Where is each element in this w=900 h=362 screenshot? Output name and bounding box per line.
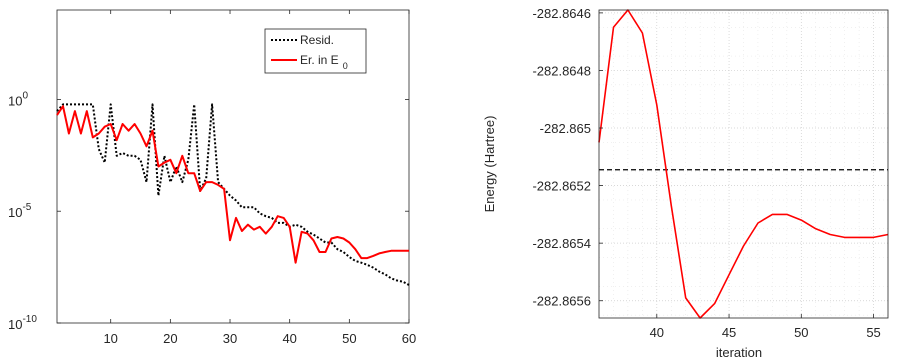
x-tick-label: 40 xyxy=(650,325,664,340)
y-tick-label: -282.8646 xyxy=(532,6,591,21)
energy-x-axis: 40 45 50 55 xyxy=(650,314,881,340)
y-tick-label-exp: 0 xyxy=(22,90,28,101)
x-tick-label: 30 xyxy=(223,331,237,346)
energy-series-line xyxy=(598,9,889,319)
x-tick-label: 20 xyxy=(163,331,177,346)
x-tick-label: 60 xyxy=(402,331,416,346)
y-tick-label: -282.8652 xyxy=(532,179,591,194)
x-tick-label: 10 xyxy=(103,331,117,346)
legend-label-er: Er. in E 0 xyxy=(300,53,348,71)
y-tick-label: -282.8648 xyxy=(532,63,591,78)
energy-plot-frame xyxy=(598,9,889,319)
y-tick-label: -282.8654 xyxy=(532,236,591,251)
legend: Resid. Er. in E 0 xyxy=(264,28,367,74)
energy-x-axis-label: iteration xyxy=(716,345,762,360)
y-tick-label: -282.865 xyxy=(540,121,591,136)
energy-y-axis-label: Energy (Hartree) xyxy=(482,116,497,213)
x-tick-label: 55 xyxy=(866,325,880,340)
energy-error-series-line xyxy=(56,105,409,264)
energy-series xyxy=(598,9,889,319)
legend-label-resid: Resid. xyxy=(300,33,334,47)
y-tick-label: -282.8656 xyxy=(532,294,591,309)
y-tick-label: 10-10 xyxy=(8,314,37,332)
resid-series-line xyxy=(56,103,410,286)
y-tick-label-exp: -5 xyxy=(22,202,31,213)
convergence-series xyxy=(56,103,410,286)
x-tick-label: 50 xyxy=(794,325,808,340)
convergence-x-axis: 10 20 30 40 50 60 xyxy=(103,10,416,346)
energy-chart: 40 45 50 55 -282.8656-282.8654-282.8652-282… xyxy=(482,6,889,360)
y-tick-label-base: 10 xyxy=(8,205,22,220)
legend-label-er-sub: 0 xyxy=(343,61,348,71)
y-tick-label-base: 10 xyxy=(8,317,22,332)
y-tick-label: 10-5 xyxy=(8,202,32,220)
y-tick-label-base: 10 xyxy=(8,93,22,108)
x-tick-label: 45 xyxy=(722,325,736,340)
y-tick-label: 100 xyxy=(8,90,28,108)
energy-y-axis: -282.8656 -282.8654 -282.8652 -282.865 -282.… xyxy=(532,6,603,309)
x-tick-label: 40 xyxy=(282,331,296,346)
legend-box xyxy=(264,28,367,74)
legend-label-er-main: Er. in E xyxy=(300,53,339,67)
x-tick-label: 50 xyxy=(342,331,356,346)
y-tick-label-exp: -10 xyxy=(22,314,37,325)
